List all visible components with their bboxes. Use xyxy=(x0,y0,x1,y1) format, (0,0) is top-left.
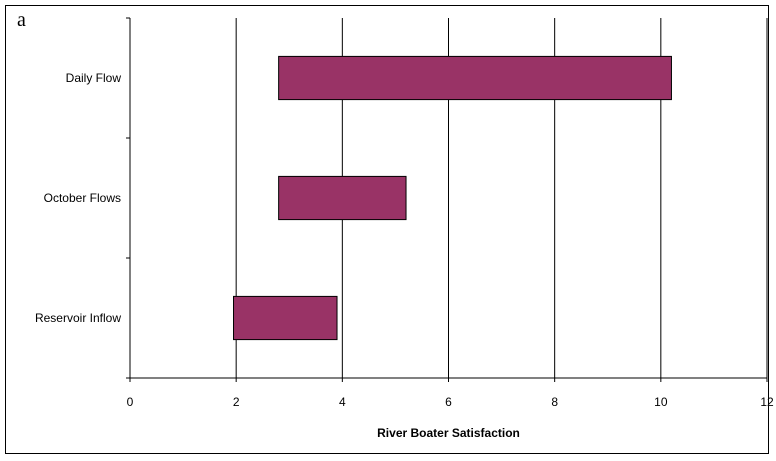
range-bar-october-flows xyxy=(278,175,407,221)
range-bar-daily-flow xyxy=(278,55,672,101)
x-tick-label: 8 xyxy=(551,395,558,409)
y-category-label: Daily Flow xyxy=(66,71,122,85)
x-tick-label: 10 xyxy=(654,395,668,409)
x-tick-label: 6 xyxy=(445,395,452,409)
x-tick-label: 4 xyxy=(339,395,346,409)
x-tick-label: 0 xyxy=(127,395,134,409)
x-tick-label: 12 xyxy=(760,395,774,409)
x-axis-title: River Boater Satisfaction xyxy=(377,426,520,440)
bars xyxy=(233,55,672,341)
axes xyxy=(126,17,768,382)
y-category-label: October Flows xyxy=(44,191,121,205)
y-category-label: Reservoir Inflow xyxy=(35,311,121,325)
labels: 0 2 4 6 8 10 12 Daily Flow October Flows Reservoi… xyxy=(35,71,774,409)
x-tick-label: 2 xyxy=(233,395,240,409)
panel-label: a xyxy=(17,9,26,31)
range-bar-reservoir-inflow xyxy=(233,295,338,341)
